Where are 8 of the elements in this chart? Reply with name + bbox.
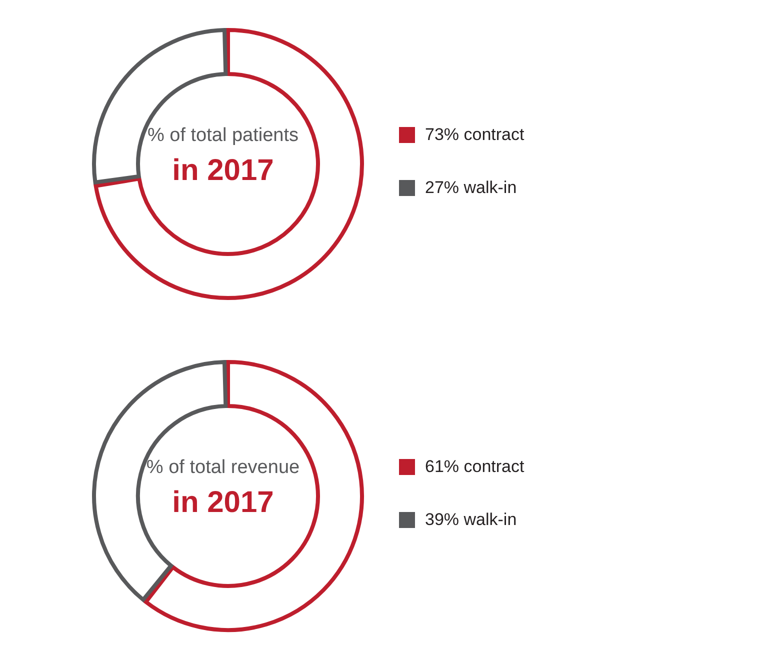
legend-label: 39% walk-in: [425, 510, 517, 530]
legend-label: 61% contract: [425, 456, 524, 476]
text: in 2017: [171, 485, 275, 521]
text: % of total patients: [146, 124, 300, 148]
text: % of total revenue: [145, 456, 301, 480]
text: in 2017: [171, 153, 275, 189]
legend-label: 73% contract: [425, 124, 524, 144]
legend-label: 27% walk-in: [425, 178, 517, 198]
